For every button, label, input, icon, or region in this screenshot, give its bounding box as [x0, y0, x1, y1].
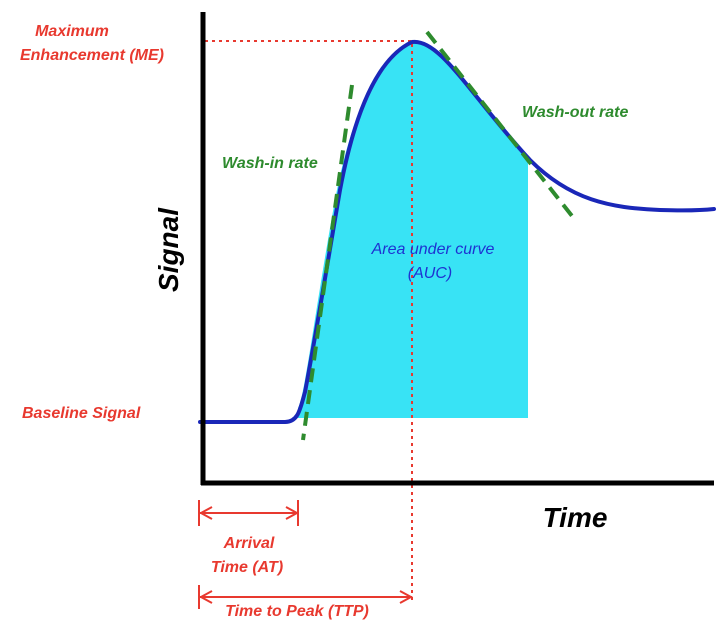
time-to-peak-label: Time to Peak (TTP) — [225, 603, 369, 620]
arrival-time-left-arrowhead — [198, 506, 213, 520]
wash-out-rate-label: Wash-out rate — [522, 104, 628, 121]
wash-in-rate-label: Wash-in rate — [222, 155, 318, 172]
max-enhancement-label-line2: Enhancement (ME) — [20, 47, 164, 64]
auc-area — [298, 41, 528, 418]
arrival-time-label-line2: Time (AT) — [211, 559, 283, 576]
auc-label-line2: (AUC) — [408, 265, 452, 282]
arrival-time-right-arrowhead — [285, 506, 300, 520]
x-axis-label: Time — [543, 502, 608, 533]
arrival-time-label-line1: Arrival — [223, 535, 275, 552]
wash-in-tangent — [301, 84, 354, 441]
max-enhancement-label-line1: Maximum — [35, 23, 109, 40]
auc-label-line1: Area under curve — [371, 241, 495, 258]
y-axis-label: Signal — [153, 207, 184, 292]
baseline-signal-label: Baseline Signal — [22, 405, 141, 422]
ttp-left-arrowhead — [198, 590, 213, 604]
signal-curve — [198, 39, 716, 424]
wash-out-tangent — [425, 30, 574, 218]
ttp-right-arrowhead — [399, 590, 414, 604]
